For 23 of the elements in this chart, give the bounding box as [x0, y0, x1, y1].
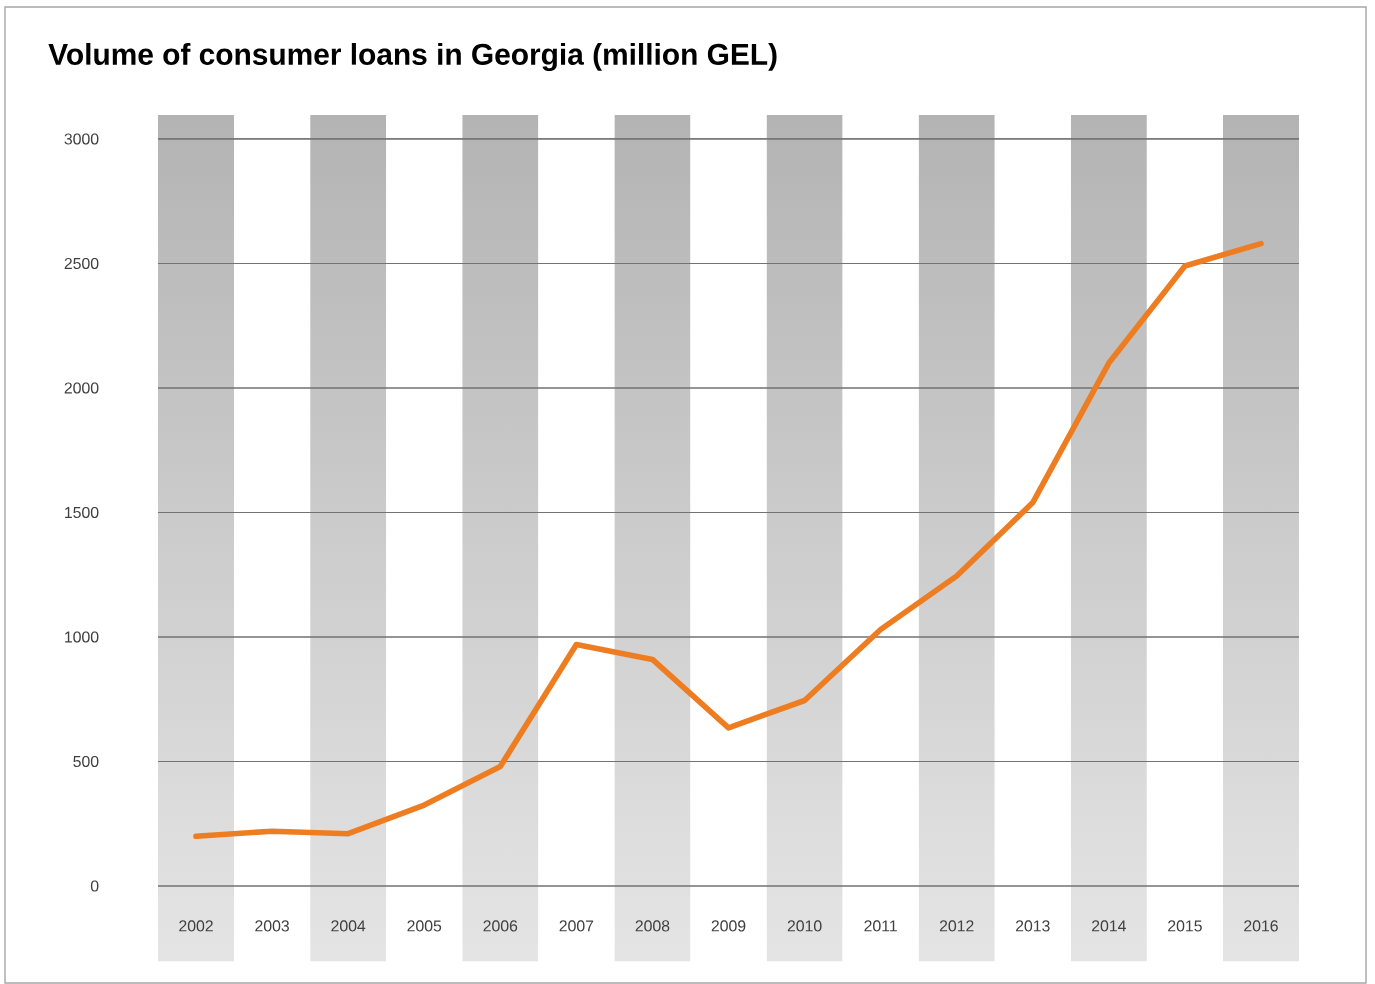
y-tick-label: 2000 — [64, 382, 99, 394]
y-tick-label: 0 — [90, 880, 99, 892]
y-tick-label: 1500 — [65, 506, 99, 519]
x-tick-label: 2002 — [179, 920, 213, 932]
x-tick-label: 2014 — [1092, 920, 1126, 932]
x-tick-label: 2012 — [939, 920, 974, 932]
x-tick-label: 2004 — [331, 920, 366, 932]
y-tick-label: 1000 — [65, 631, 99, 643]
x-tick-label: 2003 — [255, 920, 289, 932]
x-tick-label: 2005 — [407, 920, 442, 932]
x-tick-label: 2007 — [559, 920, 594, 932]
x-tick-label: 2013 — [1015, 920, 1050, 932]
x-tick-label: 2010 — [787, 920, 822, 932]
y-tick-label: 500 — [73, 755, 99, 768]
x-tick-label: 2016 — [1244, 920, 1278, 932]
x-tick-label: 2008 — [635, 920, 670, 932]
x-tick-label: 2009 — [711, 920, 746, 932]
x-tick-label: 2015 — [1168, 920, 1202, 932]
y-tick-label: 3000 — [64, 133, 99, 145]
y-tick-label: 2500 — [64, 257, 99, 270]
x-tick-label: 2006 — [483, 920, 518, 932]
x-tick-label: 2011 — [864, 920, 897, 932]
chart-title: Volume of consumer loans in Georgia (million GEL) — [48, 43, 777, 71]
